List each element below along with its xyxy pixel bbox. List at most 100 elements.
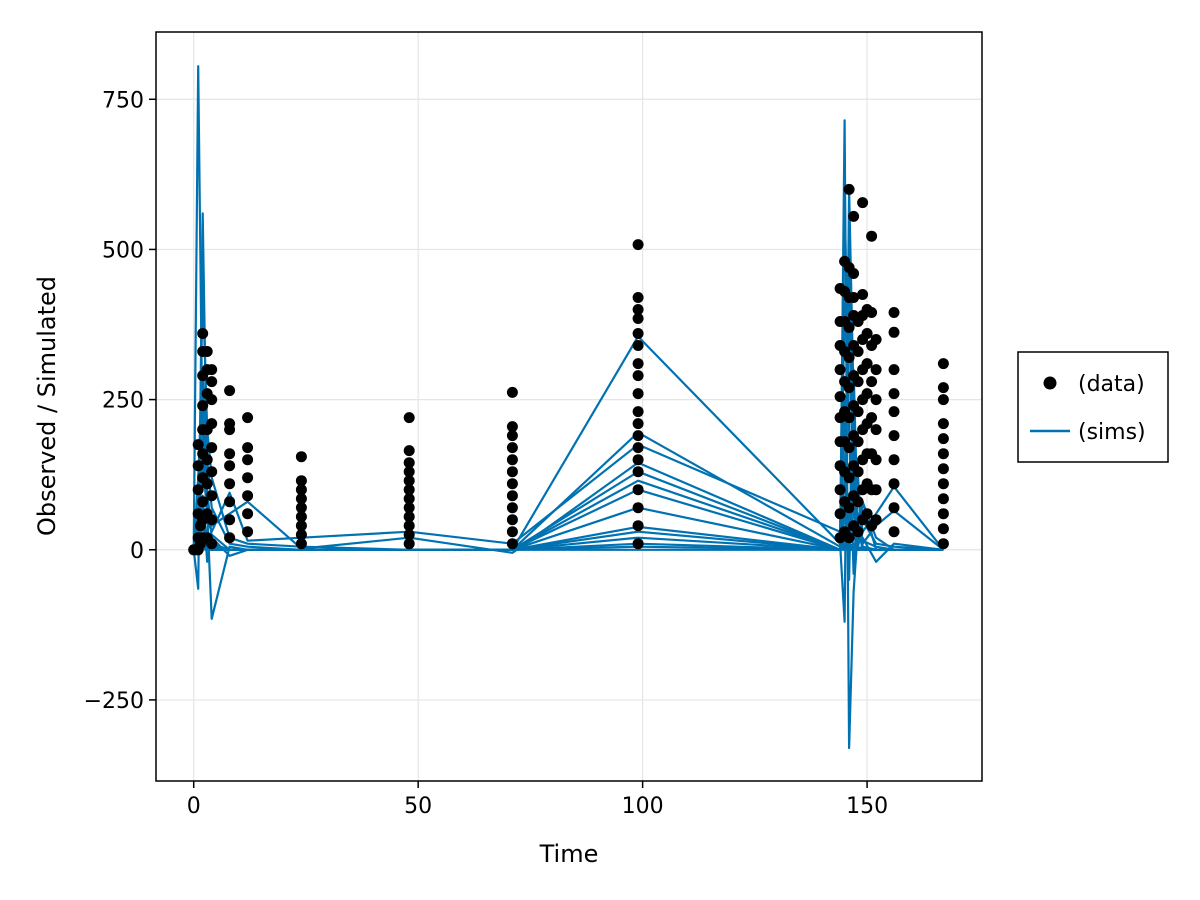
data-point bbox=[861, 508, 873, 520]
y-tick-label: 250 bbox=[102, 389, 144, 414]
data-point bbox=[206, 466, 218, 478]
data-point bbox=[632, 406, 644, 418]
data-point bbox=[632, 430, 644, 442]
data-point bbox=[224, 496, 236, 508]
data-point bbox=[206, 514, 218, 526]
data-point bbox=[848, 268, 860, 279]
data-point bbox=[242, 490, 254, 502]
data-point bbox=[937, 418, 949, 430]
data-point bbox=[201, 346, 213, 357]
data-point bbox=[888, 502, 900, 514]
data-point bbox=[632, 538, 644, 550]
data-point bbox=[403, 493, 415, 505]
data-point bbox=[632, 239, 644, 251]
data-point bbox=[224, 460, 236, 472]
data-point bbox=[866, 307, 878, 318]
data-point bbox=[632, 418, 644, 430]
data-point bbox=[866, 412, 878, 424]
data-point bbox=[870, 514, 882, 526]
data-point bbox=[206, 442, 218, 454]
data-point bbox=[506, 466, 518, 478]
data-point bbox=[861, 358, 873, 370]
data-point bbox=[242, 508, 254, 520]
data-point bbox=[852, 526, 864, 538]
data-point bbox=[848, 210, 860, 222]
data-point bbox=[295, 538, 307, 550]
data-point bbox=[403, 466, 415, 478]
data-point bbox=[506, 502, 518, 514]
data-point bbox=[403, 484, 415, 496]
sim-line bbox=[192, 188, 944, 623]
data-point bbox=[937, 358, 949, 370]
data-point bbox=[403, 538, 415, 550]
data-point bbox=[295, 511, 307, 523]
data-point bbox=[848, 292, 860, 303]
x-axis-label: Time bbox=[539, 840, 599, 868]
data-point bbox=[192, 484, 204, 496]
data-point bbox=[201, 454, 213, 466]
plot-frame bbox=[155, 31, 983, 782]
data-point bbox=[506, 526, 518, 538]
data-point bbox=[852, 376, 864, 388]
data-point bbox=[295, 475, 307, 487]
data-point bbox=[888, 307, 900, 318]
data-point bbox=[843, 532, 855, 544]
data-point bbox=[242, 442, 254, 454]
data-point bbox=[206, 538, 218, 550]
data-point bbox=[632, 484, 644, 496]
data-point bbox=[224, 385, 236, 397]
y-tick-label: 500 bbox=[102, 238, 144, 263]
data-point bbox=[937, 508, 949, 520]
sim-line bbox=[192, 308, 944, 551]
data-point bbox=[506, 386, 518, 398]
data-point bbox=[834, 508, 846, 520]
x-axis: 0 50 100 150 bbox=[187, 781, 888, 819]
data-point bbox=[937, 478, 949, 490]
data-point bbox=[870, 394, 882, 406]
data-point bbox=[192, 439, 204, 451]
data-point bbox=[403, 502, 415, 514]
data-point bbox=[888, 388, 900, 400]
data-point bbox=[866, 230, 878, 242]
data-point bbox=[242, 454, 254, 466]
data-point bbox=[506, 454, 518, 466]
data-point bbox=[843, 322, 855, 333]
x-tick-label: 100 bbox=[622, 794, 664, 819]
data-point bbox=[843, 183, 855, 195]
data-point bbox=[224, 514, 236, 526]
data-point bbox=[632, 328, 644, 339]
data-point bbox=[295, 484, 307, 496]
data-point bbox=[834, 391, 846, 403]
data-point bbox=[852, 466, 864, 478]
y-tick-label: 0 bbox=[130, 539, 144, 564]
data-layer bbox=[188, 183, 949, 556]
data-point bbox=[888, 430, 900, 442]
data-point bbox=[834, 364, 846, 376]
data-point bbox=[937, 538, 949, 550]
data-point bbox=[632, 340, 644, 351]
data-point bbox=[843, 502, 855, 514]
data-point bbox=[632, 313, 644, 324]
sims-layer bbox=[192, 65, 945, 750]
data-point bbox=[870, 484, 882, 496]
data-point bbox=[632, 370, 644, 382]
data-point bbox=[201, 478, 213, 490]
y-axis: −250 0 250 500 750 bbox=[84, 88, 156, 714]
legend-data-marker bbox=[1043, 376, 1057, 390]
data-point bbox=[506, 538, 518, 550]
data-point bbox=[888, 364, 900, 376]
data-point bbox=[242, 412, 254, 424]
data-point bbox=[861, 388, 873, 400]
data-point bbox=[937, 448, 949, 460]
data-point bbox=[843, 352, 855, 363]
data-point bbox=[224, 532, 236, 544]
data-point bbox=[632, 454, 644, 466]
data-point bbox=[632, 520, 644, 532]
data-point bbox=[870, 454, 882, 466]
data-point bbox=[403, 412, 415, 424]
y-axis-label: Observed / Simulated bbox=[33, 276, 61, 536]
sim-line bbox=[192, 65, 944, 750]
data-point bbox=[937, 394, 949, 406]
data-point bbox=[937, 523, 949, 535]
data-point bbox=[843, 382, 855, 394]
